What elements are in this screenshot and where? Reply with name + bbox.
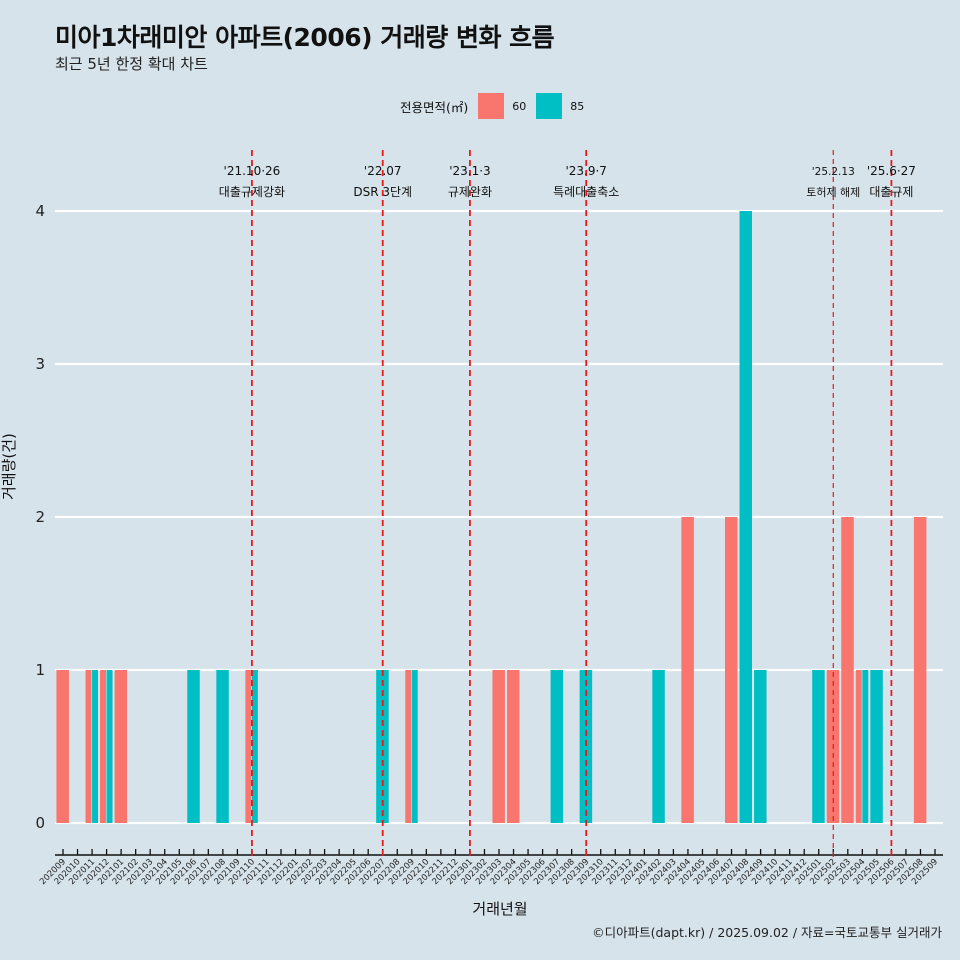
legend-title: 전용면적(㎡) — [400, 99, 469, 115]
bar-60-202101 — [114, 670, 128, 823]
event-date-label: '23.9·7 — [565, 164, 606, 178]
bar-85-202209 — [411, 670, 418, 823]
legend-label-60: 60 — [512, 99, 527, 113]
event-name-label: 대출규제 — [869, 185, 913, 199]
bar-60-202508 — [913, 517, 927, 823]
bar-60-202407 — [724, 517, 738, 823]
event-date-label: '25.6·27 — [867, 164, 916, 178]
event-name-label: 규제완화 — [448, 185, 492, 199]
bar-85-202307 — [550, 670, 564, 823]
event-date-label: '23.1·3 — [449, 164, 490, 178]
y-tick-label: 0 — [35, 814, 45, 832]
bar-60-202504 — [855, 670, 862, 823]
chart-subtitle: 최근 5년 한정 확대 차트 — [55, 55, 208, 73]
x-axis-label: 거래년월 — [472, 900, 528, 918]
bar-60-202304 — [506, 670, 520, 823]
y-axis-label: 거래량(건) — [0, 433, 18, 500]
y-tick-label: 4 — [35, 202, 45, 220]
chart-title: 미아1차래미안 아파트(2006) 거래량 변화 흐름 — [55, 23, 555, 52]
bar-60-202009 — [56, 670, 69, 823]
bar-85-202501 — [812, 670, 825, 823]
bar-85-202011 — [92, 670, 99, 823]
legend-swatch-85 — [536, 93, 563, 119]
event-name-label: DSR 3단계 — [353, 185, 412, 199]
bar-85-202504 — [862, 670, 869, 823]
bar-85-202505 — [870, 670, 883, 823]
event-name-label: 특례대출축소 — [553, 185, 619, 199]
bar-60-202011 — [85, 670, 92, 823]
event-date-label: '22.07 — [364, 164, 402, 178]
legend-swatch-60 — [478, 93, 505, 119]
bar-60-202303 — [492, 670, 505, 823]
bar-60-202209 — [405, 670, 412, 823]
y-tick-label: 2 — [35, 508, 45, 526]
legend-label-85: 85 — [570, 99, 585, 113]
bar-85-202408 — [739, 211, 753, 823]
bar-85-202108 — [216, 670, 229, 823]
bar-60-202012 — [100, 670, 106, 823]
bar-85-202207 — [376, 670, 389, 823]
bar-60-202503 — [841, 517, 854, 823]
bar-85-202402 — [652, 670, 665, 823]
bar-85-202012 — [106, 670, 113, 823]
legend: 전용면적(㎡) 60 85 — [400, 93, 594, 119]
bar-60-202404 — [681, 517, 694, 823]
bar-60-202110 — [245, 670, 252, 823]
bar-85-202106 — [187, 670, 200, 823]
bar-85-202309 — [579, 670, 593, 823]
y-tick-label: 1 — [35, 661, 45, 679]
event-name-label: 토허제 해제 — [806, 185, 860, 199]
event-date-label: '25.2.13 — [812, 166, 855, 178]
event-date-label: '21.10·26 — [224, 164, 281, 178]
source-caption: ©디아파트(dapt.kr) / 2025.09.02 / 자료=국토교통부 실… — [592, 925, 942, 940]
event-name-label: 대출규제강화 — [219, 185, 285, 199]
bar-85-202110 — [251, 670, 258, 823]
y-tick-label: 3 — [35, 355, 45, 373]
bar-85-202409 — [754, 670, 767, 823]
